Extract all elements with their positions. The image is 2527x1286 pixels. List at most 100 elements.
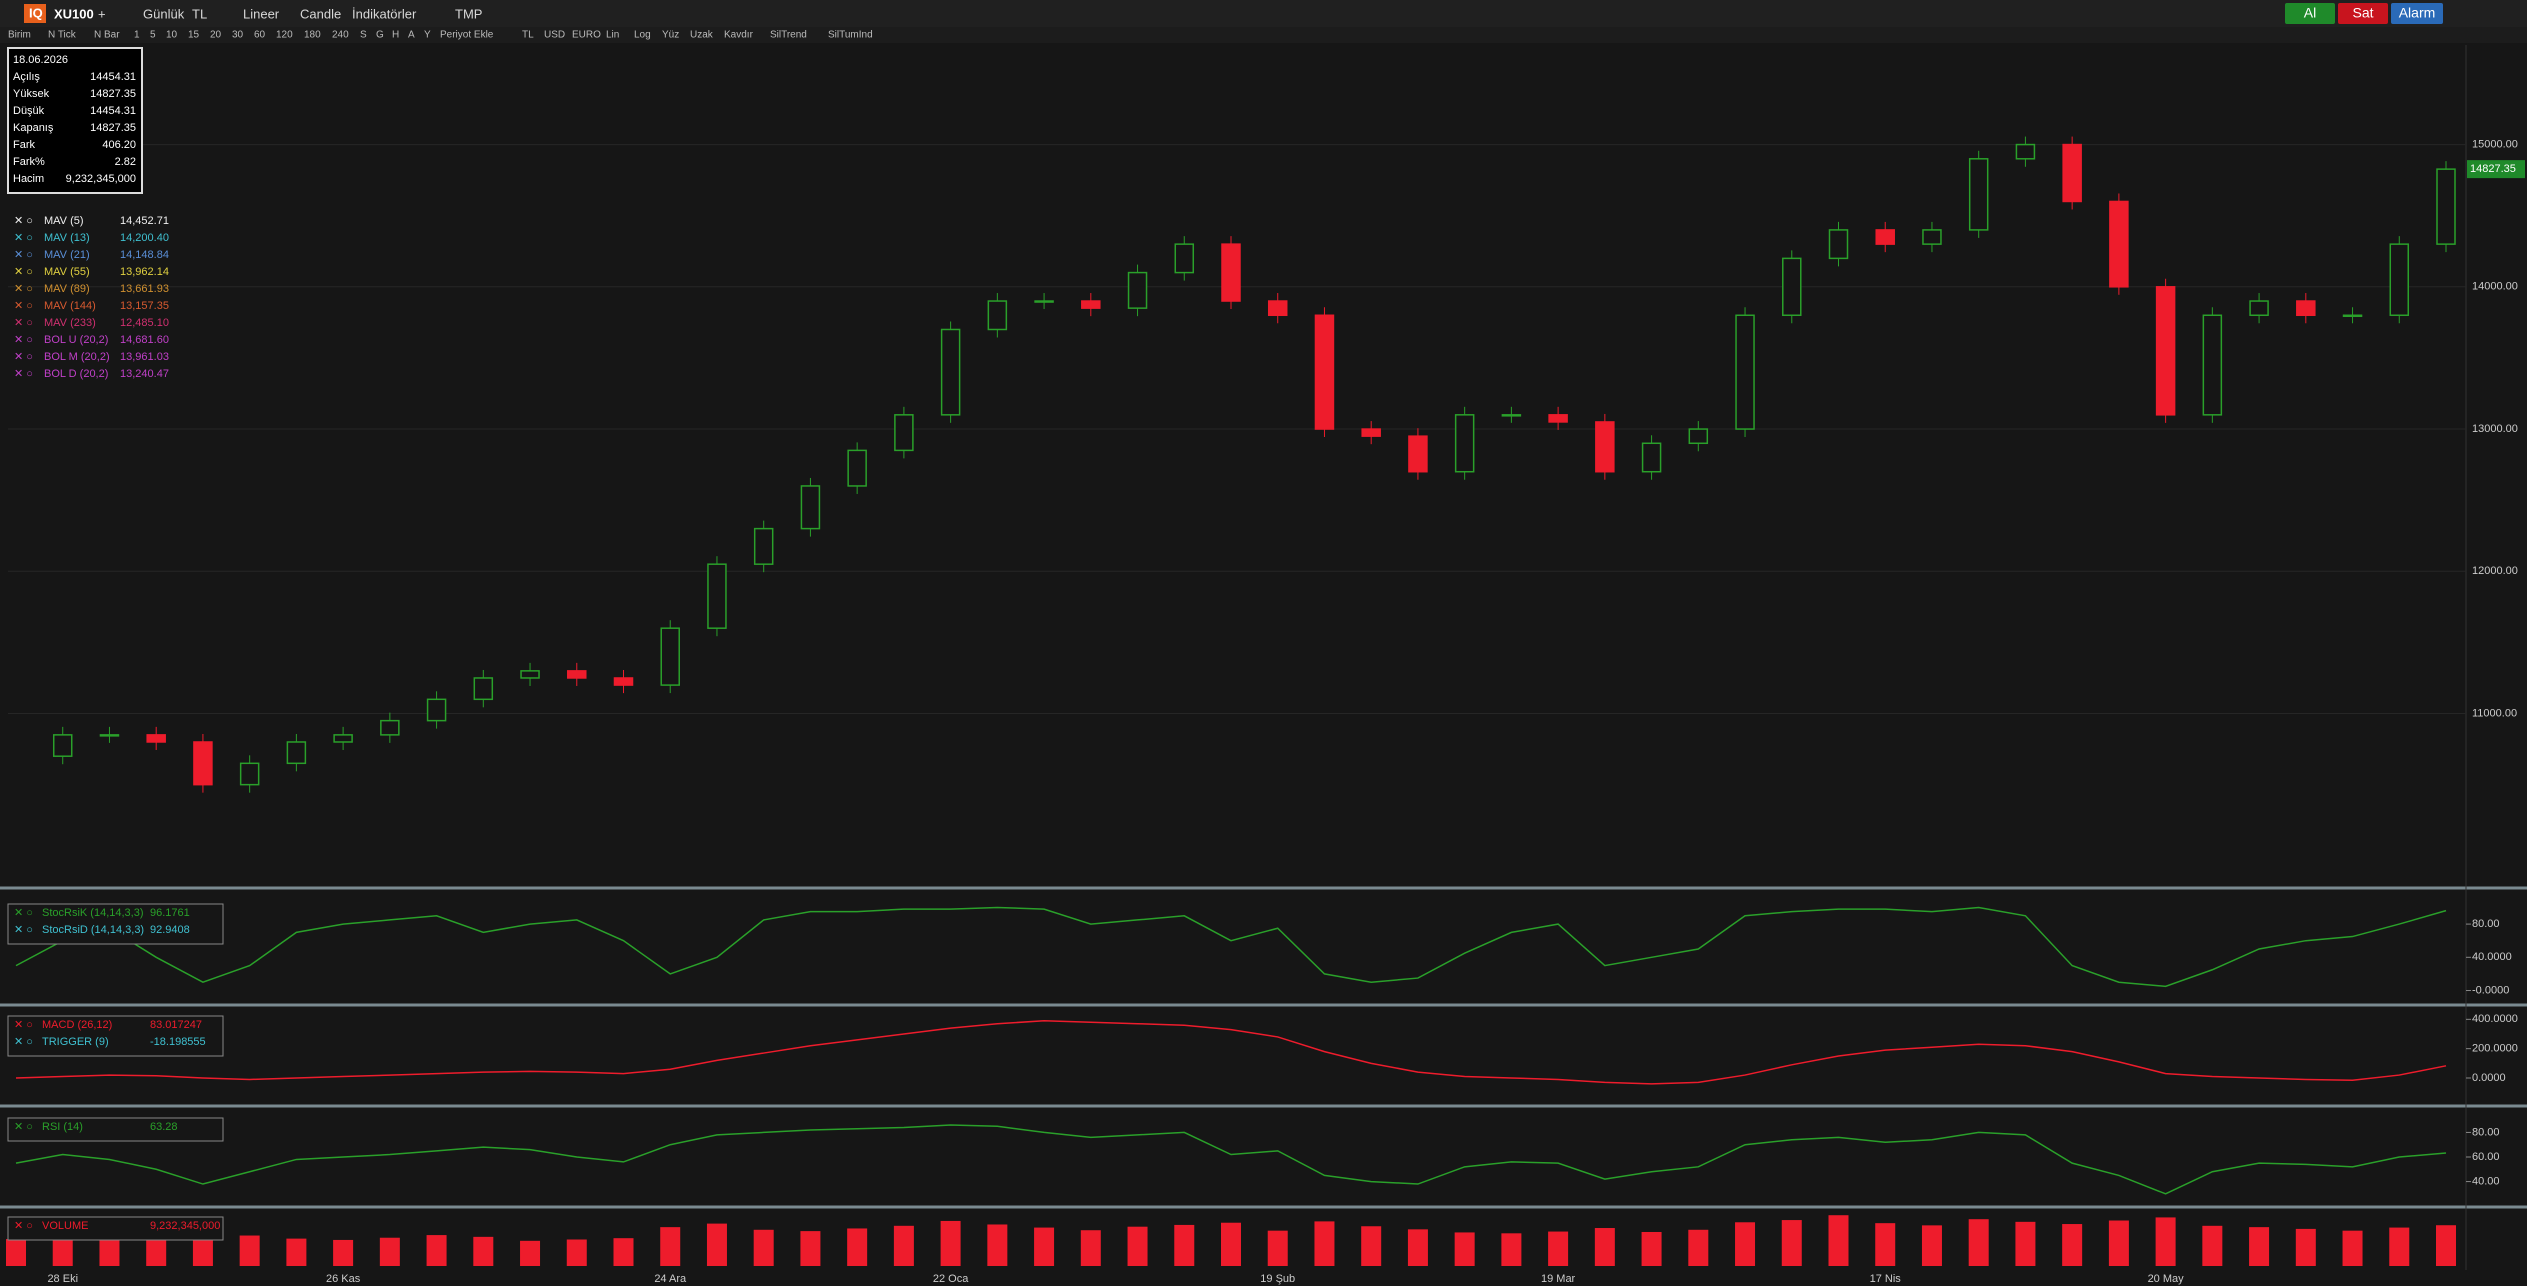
period-button[interactable]: 20 <box>210 30 222 41</box>
candle-body <box>1081 300 1101 309</box>
toolbar-bar-2 <box>0 27 2527 43</box>
period-button[interactable]: S <box>360 30 367 41</box>
period-button[interactable]: 1 <box>134 30 140 41</box>
volume-bar <box>2389 1227 2410 1266</box>
period-button[interactable]: 15 <box>188 30 200 41</box>
info-value: 14454.31 <box>90 105 136 117</box>
volume-bar <box>2249 1227 2270 1266</box>
y-tick-label: -0.0000 <box>2472 984 2509 996</box>
candle-body <box>847 449 867 487</box>
period-button[interactable]: Y <box>424 30 431 41</box>
period-button[interactable]: N Tick <box>48 30 77 41</box>
period-button[interactable]: Uzak <box>690 30 714 41</box>
candle-body <box>1501 414 1522 417</box>
candle-body <box>707 563 727 629</box>
y-tick-label: 14000.00 <box>2472 281 2518 293</box>
candle-body <box>1641 442 1662 473</box>
indicator-value: 13,961.03 <box>120 351 169 363</box>
volume-bar <box>6 1239 26 1266</box>
legend-value: 83.017247 <box>150 1019 202 1031</box>
legend-name: MACD (26,12) <box>42 1019 112 1031</box>
period-button[interactable]: SilTrend <box>770 30 807 41</box>
candle-body <box>426 698 447 722</box>
indicator-line <box>15 1020 2447 1085</box>
indicator-value: 14,452.71 <box>120 215 169 227</box>
candle-body <box>2155 286 2176 416</box>
last-price-bg <box>2467 160 2525 179</box>
period-button[interactable]: Kavdır <box>724 30 754 41</box>
info-label: Kapanış <box>13 122 54 134</box>
toolbar-button[interactable]: Lineer <box>243 6 280 21</box>
candle-body <box>1735 314 1755 430</box>
toolbar-button[interactable]: Günlük <box>143 6 185 21</box>
indicator-icon: ✕ ○ <box>14 249 33 261</box>
volume-bar <box>2342 1230 2363 1266</box>
period-button[interactable]: 5 <box>150 30 156 41</box>
toolbar-button[interactable]: TL <box>192 6 207 21</box>
period-button[interactable]: A <box>408 30 415 41</box>
period-button[interactable]: SilTumInd <box>828 30 873 41</box>
legend-icon: ✕ ○ <box>14 1220 33 1232</box>
candle-body <box>2062 143 2082 203</box>
volume-bar <box>2295 1228 2316 1266</box>
sell-button[interactable]: Sat <box>2352 5 2373 21</box>
candle-body <box>52 734 73 757</box>
buy-button[interactable]: Al <box>2304 5 2316 21</box>
button-bg[interactable] <box>2391 3 2443 24</box>
period-button[interactable]: TL <box>522 30 534 41</box>
info-label: Fark% <box>13 156 45 168</box>
y-tick-label: 15000.00 <box>2472 138 2518 150</box>
period-button[interactable]: Log <box>634 30 651 41</box>
volume-bar <box>146 1240 167 1266</box>
candle-body <box>1922 229 1942 245</box>
toolbar-button[interactable]: + <box>98 6 106 21</box>
candle-body <box>1968 158 1989 231</box>
volume-bar <box>1501 1233 1522 1266</box>
period-button[interactable]: 180 <box>304 30 321 41</box>
legend-box <box>7 1117 224 1142</box>
candle-body <box>2249 300 2269 317</box>
legend-icon: ✕ ○ <box>14 1121 33 1133</box>
candle-body <box>660 627 680 686</box>
period-button[interactable]: 60 <box>254 30 266 41</box>
toolbar-button[interactable]: TMP <box>455 6 482 21</box>
button-bg[interactable] <box>2338 3 2388 24</box>
volume-bar <box>1594 1228 1615 1266</box>
alarm-button[interactable]: Alarm <box>2399 5 2436 21</box>
toolbar-button[interactable]: XU100 <box>54 6 94 21</box>
indicator-value: 13,962.14 <box>120 266 169 278</box>
volume-bar <box>987 1224 1008 1266</box>
legend-box <box>7 1015 224 1057</box>
period-button[interactable]: Lin <box>606 30 619 41</box>
period-button[interactable]: 120 <box>276 30 293 41</box>
period-button[interactable]: Birim <box>8 30 31 41</box>
indicator-icon: ✕ ○ <box>14 283 33 295</box>
legend-value: -18.198555 <box>150 1036 206 1048</box>
y-tick-label: 200.0000 <box>2472 1043 2518 1055</box>
y-tick-label: 80.00 <box>2472 918 2500 930</box>
period-button[interactable]: Yüz <box>662 30 679 41</box>
period-button[interactable]: Periyot Ekle <box>440 30 494 41</box>
period-button[interactable]: 30 <box>232 30 244 41</box>
indicator-name: BOL D (20,2) <box>44 368 108 380</box>
period-button[interactable]: H <box>392 30 399 41</box>
period-button[interactable]: 10 <box>166 30 178 41</box>
volume-bar <box>1407 1229 1428 1266</box>
volume-bar <box>1267 1230 1288 1266</box>
info-value: 14827.35 <box>90 122 136 134</box>
button-bg[interactable] <box>2285 3 2335 24</box>
period-button[interactable]: 240 <box>332 30 349 41</box>
period-button[interactable]: EURO <box>572 30 601 41</box>
indicator-value: 14,148.84 <box>120 249 169 261</box>
toolbar-button[interactable]: Candle <box>300 6 341 21</box>
period-button[interactable]: USD <box>544 30 565 41</box>
volume-bar <box>1548 1231 1569 1266</box>
period-button[interactable]: G <box>376 30 384 41</box>
volume-bar <box>52 1234 73 1266</box>
toolbar-button[interactable]: İndikatörler <box>352 6 417 21</box>
volume-bar <box>1454 1232 1475 1266</box>
candle-body <box>987 300 1008 331</box>
volume-bar <box>333 1239 354 1266</box>
period-button[interactable]: N Bar <box>94 30 120 41</box>
